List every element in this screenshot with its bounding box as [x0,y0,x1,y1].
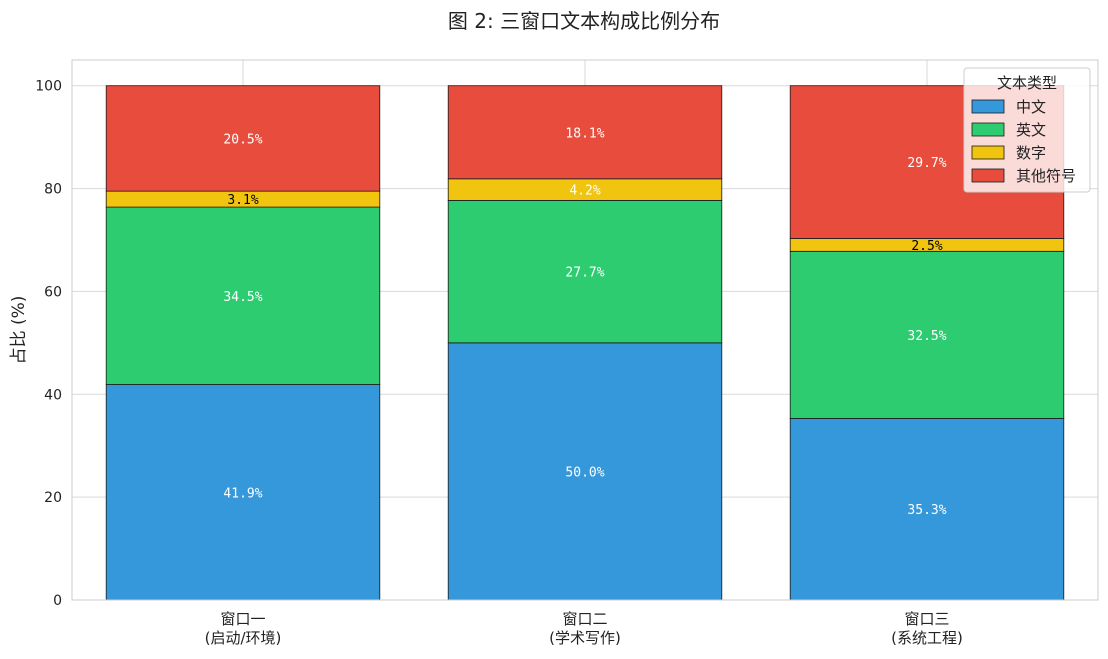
y-axis-label: 占比 (%) [9,296,29,365]
legend-title: 文本类型 [997,74,1057,92]
data-label: 27.7% [565,266,604,281]
y-tick-label: 0 [53,593,62,609]
legend-label: 其他符号 [1016,167,1076,185]
y-tick-label: 60 [44,284,62,300]
x-tick-label: (学术写作) [549,629,621,647]
x-tick-label: 窗口三 [904,610,949,628]
data-label: 35.3% [907,503,946,518]
y-tick-label: 20 [44,490,62,506]
legend-label: 英文 [1016,121,1046,139]
data-label: 20.5% [223,132,262,147]
data-label: 3.1% [227,193,258,208]
plot-frame [71,59,1099,601]
bar-segment [105,85,381,192]
y-tick-label: 100 [35,79,62,95]
legend-swatch [971,99,1005,114]
y-tick-label: 80 [44,182,62,198]
x-tick-label: (启动/环境) [205,629,282,647]
y-ticks: 0 20 40 60 80 100 [35,79,62,609]
bar-segment [447,199,723,344]
data-label: 32.5% [907,329,946,344]
bar-segment [447,342,723,601]
data-label: 29.7% [907,156,946,171]
data-label: 18.1% [565,126,604,141]
x-tick-label: 窗口一 [220,610,265,628]
bars [105,85,1065,601]
legend-swatch [971,122,1005,137]
data-label: 41.9% [223,486,262,501]
x-tick-label: 窗口二 [562,610,607,628]
x-tick-label: (系统工程) [891,629,963,647]
legend-swatch [971,145,1005,160]
y-tick-label: 40 [44,387,62,403]
legend-box [963,67,1091,193]
bar-segment [105,384,381,601]
data-label: 34.5% [223,290,262,305]
legend-label: 数字 [1016,144,1046,162]
bar-segment [105,206,381,385]
data-label: 50.0% [565,465,604,480]
x-ticks: 窗口一(启动/环境) 窗口二(学术写作) 窗口三(系统工程) [205,610,963,647]
data-label: 2.5% [911,239,942,254]
legend-label: 中文 [1016,98,1046,116]
segment-labels: 41.9% 34.5% 3.1% 20.5% 50.0% 27.7% 4.2% 18.1% 35… [223,126,946,518]
legend-swatch [971,168,1005,183]
data-label: 4.2% [569,184,600,199]
chart-title: 图 2: 三窗口文本构成比例分布 [448,9,720,33]
bar-segment [789,250,1065,419]
bar-segment [447,85,723,180]
